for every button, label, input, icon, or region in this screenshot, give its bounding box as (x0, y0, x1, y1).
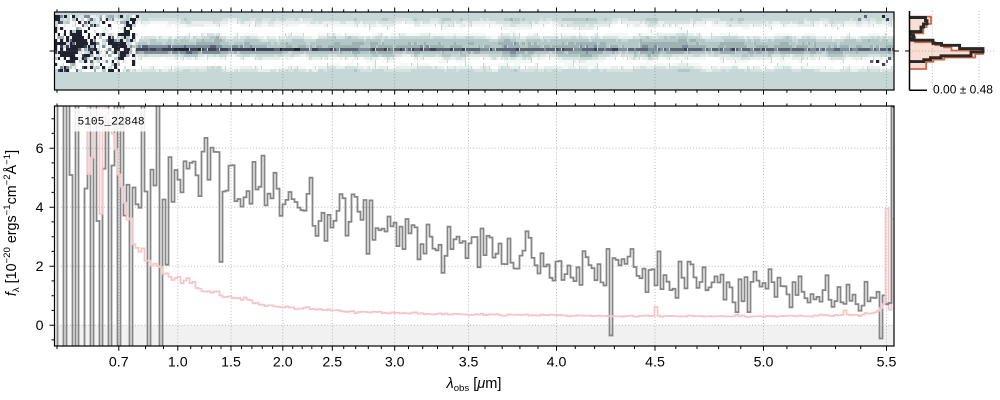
svg-text:0.7: 0.7 (109, 355, 129, 371)
svg-text:0: 0 (36, 318, 44, 334)
svg-text:2: 2 (36, 259, 44, 275)
svg-text:4: 4 (36, 200, 44, 216)
svg-text:1.0: 1.0 (168, 355, 188, 371)
svg-text:5.5: 5.5 (877, 355, 897, 371)
svg-text:4.0: 4.0 (547, 355, 567, 371)
svg-text:fλ [10−20 ergs−1cm−2Å−1]: fλ [10−20 ergs−1cm−2Å−1] (2, 150, 22, 296)
svg-text:5.0: 5.0 (754, 355, 774, 371)
svg-text:5105_22848: 5105_22848 (78, 117, 145, 129)
svg-text:λobs [μm]: λobs [μm] (446, 376, 502, 394)
svg-text:1.5: 1.5 (221, 355, 241, 371)
svg-text:4.5: 4.5 (645, 355, 665, 371)
svg-text:6: 6 (36, 141, 44, 157)
svg-text:2.5: 2.5 (322, 355, 342, 371)
svg-text:0.00 ± 0.48: 0.00 ± 0.48 (933, 83, 993, 97)
svg-text:2.0: 2.0 (273, 355, 293, 371)
svg-text:3.5: 3.5 (459, 355, 479, 371)
svg-text:3.0: 3.0 (385, 355, 405, 371)
